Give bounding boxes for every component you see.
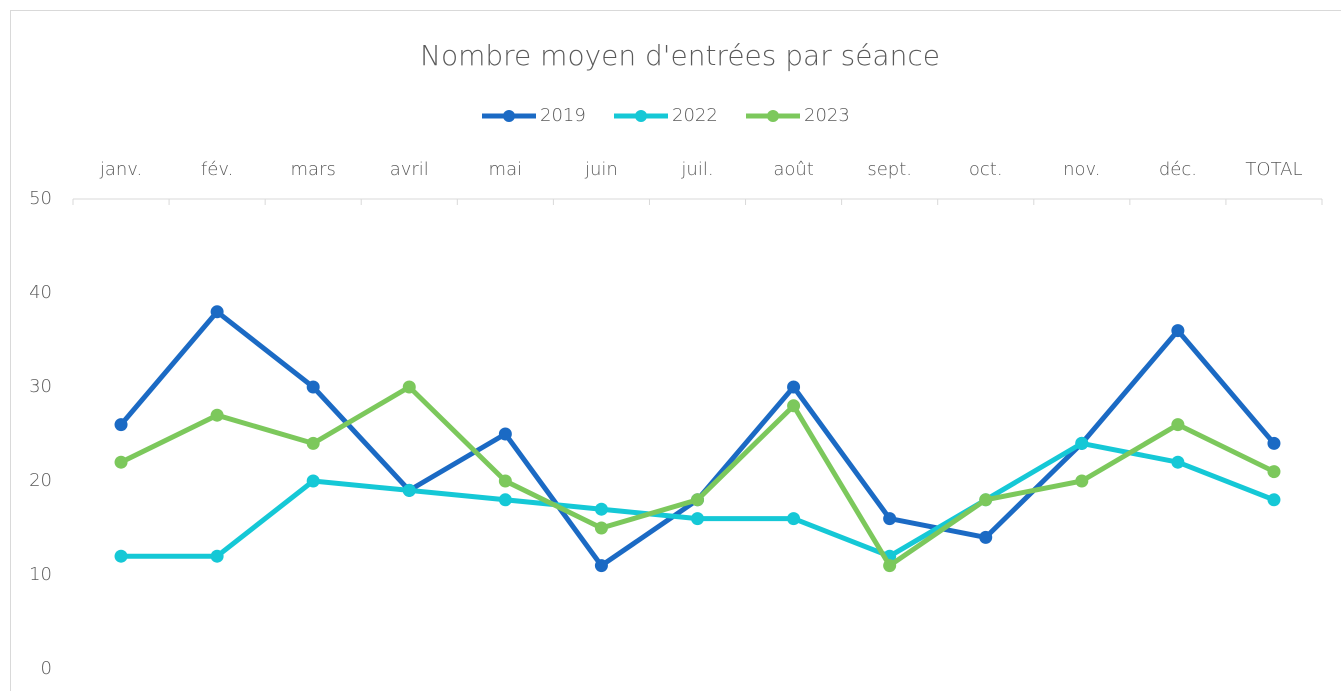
data-point (306, 474, 320, 488)
data-point (306, 380, 320, 394)
data-point (1075, 436, 1089, 450)
data-point (210, 549, 224, 563)
x-tick-label: déc. (1159, 159, 1197, 180)
data-point (979, 493, 993, 507)
data-point (402, 483, 416, 497)
data-point (594, 521, 608, 535)
x-tick-label: TOTAL (1245, 159, 1302, 180)
chart-title: Nombre moyen d'entrées par séance (420, 39, 940, 72)
data-point (1171, 418, 1185, 432)
x-tick-label: juil. (680, 159, 713, 180)
data-point (1267, 436, 1281, 450)
data-point (1267, 465, 1281, 479)
data-point (1267, 493, 1281, 507)
y-tick-label: 10 (29, 564, 52, 585)
chart-frame (10, 10, 1341, 691)
x-tick-label: mars (291, 159, 336, 180)
legend-marker (503, 110, 515, 122)
data-point (691, 493, 704, 507)
data-point (787, 399, 801, 413)
legend-label: 2023 (804, 105, 850, 126)
x-tick-label: nov. (1063, 159, 1100, 180)
y-tick-label: 50 (29, 188, 52, 209)
x-tick-label: avril (390, 159, 429, 180)
legend-marker (767, 110, 779, 122)
data-point (210, 408, 224, 422)
x-tick-label: oct. (969, 159, 1003, 180)
data-point (691, 512, 704, 526)
data-point (114, 418, 128, 432)
data-point (114, 549, 128, 563)
x-tick-label: juin (584, 159, 618, 180)
data-point (979, 530, 993, 544)
x-tick-label: janv. (99, 159, 142, 180)
data-point (594, 559, 608, 573)
y-tick-label: 40 (29, 282, 52, 303)
data-point (498, 474, 512, 488)
x-tick-label: août (773, 159, 814, 180)
data-point (114, 455, 128, 469)
y-tick-label: 0 (41, 658, 52, 679)
legend-label: 2022 (672, 105, 718, 126)
x-tick-label: mai (489, 159, 523, 180)
data-point (594, 502, 608, 516)
x-tick-label: fév. (201, 159, 233, 180)
data-point (306, 436, 320, 450)
legend-label: 2019 (540, 105, 586, 126)
data-point (787, 512, 801, 526)
data-point (498, 493, 512, 507)
data-point (787, 380, 801, 394)
data-point (1171, 324, 1185, 338)
data-point (883, 512, 897, 526)
y-tick-label: 30 (29, 376, 52, 397)
y-tick-label: 20 (29, 470, 52, 491)
data-point (402, 380, 416, 394)
legend-marker (635, 110, 647, 122)
data-point (883, 559, 897, 573)
data-point (210, 305, 224, 319)
x-tick-label: sept. (867, 159, 912, 180)
data-point (1171, 455, 1185, 469)
data-point (1075, 474, 1089, 488)
data-point (498, 427, 512, 441)
